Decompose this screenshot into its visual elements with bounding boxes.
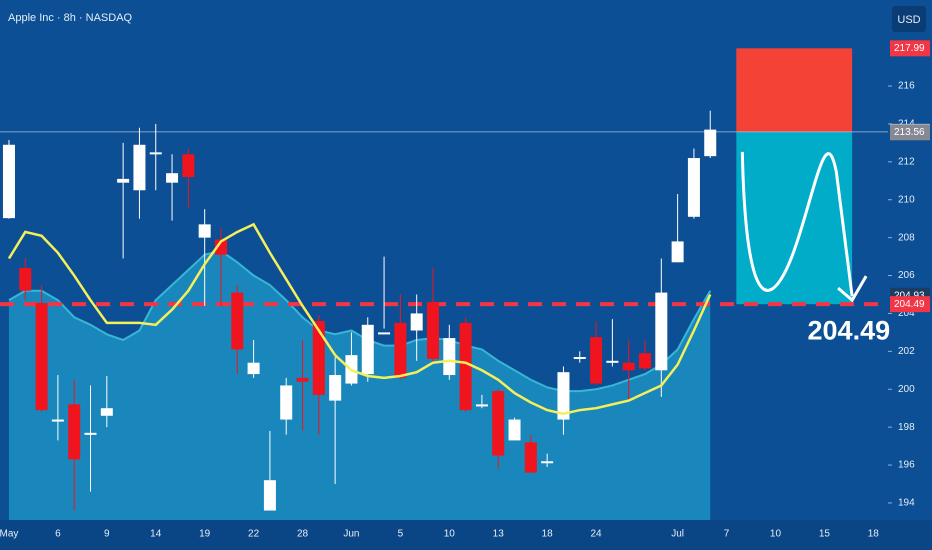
x-tick-label: 24 bbox=[591, 529, 603, 540]
candle-body bbox=[35, 303, 48, 411]
x-tick-label: 10 bbox=[770, 529, 782, 540]
price-tag-label: 213.56 bbox=[894, 127, 925, 138]
y-tick-label: 216 bbox=[898, 81, 915, 92]
candle-body bbox=[655, 292, 668, 371]
candle-body bbox=[182, 154, 195, 177]
currency-button[interactable] bbox=[892, 6, 926, 32]
candle-body bbox=[524, 442, 537, 473]
candle-body bbox=[687, 158, 700, 217]
price-tag-label: 204.49 bbox=[894, 299, 925, 310]
candle-body bbox=[19, 267, 32, 291]
x-tick-label: 7 bbox=[724, 529, 730, 540]
y-tick-label: 194 bbox=[898, 498, 915, 509]
x-tick-label: 13 bbox=[493, 529, 505, 540]
candle-body bbox=[590, 337, 603, 384]
target-label: 204.49 bbox=[808, 315, 891, 345]
candle-body bbox=[704, 129, 717, 157]
candle-body bbox=[51, 419, 64, 422]
candle-body bbox=[622, 362, 635, 371]
x-tick-label: 22 bbox=[248, 529, 260, 540]
candle-body bbox=[247, 362, 260, 375]
price-tag bbox=[890, 40, 930, 57]
candle-body bbox=[198, 224, 211, 238]
y-tick-label: 198 bbox=[898, 422, 915, 433]
candle-body bbox=[541, 461, 554, 464]
arrow-curve bbox=[740, 151, 854, 297]
stop-zone bbox=[736, 48, 853, 132]
candle-body bbox=[312, 321, 325, 395]
ma-line bbox=[7, 222, 712, 416]
x-tick-label: 18 bbox=[542, 529, 554, 540]
candle-body bbox=[492, 391, 505, 456]
x-tick-label: May bbox=[0, 529, 18, 540]
candle-body bbox=[149, 152, 162, 155]
y-tick-label: 200 bbox=[898, 384, 915, 395]
candle-body bbox=[2, 144, 15, 219]
candle-body bbox=[378, 332, 391, 335]
y-tick-label: 206 bbox=[898, 270, 915, 281]
candle-body bbox=[68, 404, 81, 460]
candle-body bbox=[263, 480, 276, 511]
x-tick-label: 19 bbox=[199, 529, 211, 540]
candle-body bbox=[84, 432, 97, 435]
y-tick-label: 202 bbox=[898, 346, 915, 357]
candle-body bbox=[117, 178, 130, 183]
candle-body bbox=[361, 324, 374, 375]
price-tag bbox=[890, 296, 930, 313]
y-tick-label: 212 bbox=[898, 156, 915, 167]
x-tick-label: Jun bbox=[343, 529, 359, 540]
candle-body bbox=[280, 385, 293, 420]
x-axis-band bbox=[0, 520, 932, 550]
price-tag-label: 217.99 bbox=[894, 43, 925, 54]
candle-body bbox=[100, 408, 113, 416]
candle-body bbox=[606, 360, 619, 363]
x-tick-label: 6 bbox=[55, 529, 61, 540]
y-tick-label: 204 bbox=[898, 308, 915, 319]
candle-body bbox=[410, 313, 423, 331]
y-tick-label: 210 bbox=[898, 194, 915, 205]
chart-title: Apple Inc · 8h · NASDAQ bbox=[8, 12, 133, 24]
x-tick-label: 5 bbox=[398, 529, 404, 540]
candle-body bbox=[459, 322, 472, 411]
y-tick-label: 196 bbox=[898, 460, 915, 471]
price-tag bbox=[890, 124, 930, 141]
candle-body bbox=[394, 322, 407, 378]
candle-body bbox=[475, 404, 488, 407]
target-zone bbox=[736, 131, 853, 305]
candle-body bbox=[133, 144, 146, 191]
candle-body bbox=[557, 372, 570, 420]
x-tick-label: 15 bbox=[819, 529, 831, 540]
candle-body bbox=[443, 338, 456, 376]
candle-body bbox=[508, 419, 521, 441]
candle-body bbox=[426, 302, 439, 359]
x-tick-label: Jul bbox=[671, 529, 684, 540]
candle-body bbox=[214, 239, 227, 255]
x-tick-label: 18 bbox=[868, 529, 880, 540]
candle-body bbox=[639, 353, 652, 369]
x-tick-label: 28 bbox=[297, 529, 309, 540]
band-line bbox=[8, 249, 712, 393]
price-tag-label: 204.93 bbox=[894, 290, 925, 301]
x-tick-label: 10 bbox=[444, 529, 456, 540]
arrow-head bbox=[837, 275, 868, 303]
candle-body bbox=[296, 377, 309, 382]
candle-body bbox=[329, 375, 342, 401]
x-tick-label: 14 bbox=[150, 529, 162, 540]
candle-body bbox=[573, 357, 586, 360]
candle-body bbox=[166, 173, 179, 183]
candle-body bbox=[671, 241, 684, 263]
y-tick-label: 208 bbox=[898, 232, 915, 243]
currency-label: USD bbox=[897, 14, 920, 26]
x-tick-label: 9 bbox=[104, 529, 110, 540]
candle-body bbox=[231, 292, 244, 350]
